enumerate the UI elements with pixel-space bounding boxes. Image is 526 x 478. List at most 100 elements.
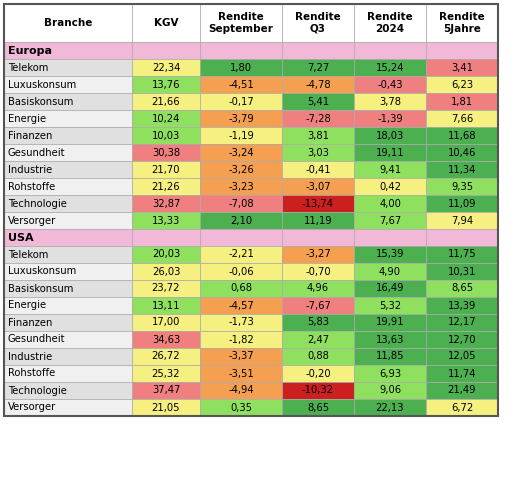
Bar [354,178,426,195]
Text: 7,67: 7,67 [379,216,401,226]
Bar [200,161,282,178]
Bar [4,314,132,331]
Bar [354,263,426,280]
Bar [282,93,354,110]
Text: -0,43: -0,43 [377,79,403,89]
Bar [4,297,132,314]
Bar [4,42,132,59]
Bar [4,229,132,246]
Bar [4,212,132,229]
Text: 3,81: 3,81 [307,130,329,141]
Text: -1,19: -1,19 [228,130,254,141]
Text: Industrie: Industrie [8,164,52,174]
Bar [354,161,426,178]
Bar [426,263,498,280]
Bar [200,93,282,110]
Bar [132,331,200,348]
Text: -7,67: -7,67 [305,301,331,311]
Text: Rohstoffe: Rohstoffe [8,182,55,192]
Text: 10,31: 10,31 [448,267,476,276]
Bar [354,348,426,365]
Text: -3,23: -3,23 [228,182,254,192]
Text: 3,41: 3,41 [451,63,473,73]
Bar [200,297,282,314]
Bar [132,161,200,178]
Bar [282,348,354,365]
Text: 13,63: 13,63 [376,335,404,345]
Bar [426,399,498,416]
Bar [132,93,200,110]
Bar [426,229,498,246]
Text: -3,07: -3,07 [305,182,331,192]
Bar [282,263,354,280]
Bar [426,331,498,348]
Bar [4,59,132,76]
Text: 11,19: 11,19 [304,216,332,226]
Bar [354,93,426,110]
Bar [132,280,200,297]
Bar [4,93,132,110]
Bar [200,59,282,76]
Text: 11,74: 11,74 [448,369,476,379]
Bar [4,382,132,399]
Bar [132,365,200,382]
Text: -4,51: -4,51 [228,79,254,89]
Text: 9,41: 9,41 [379,164,401,174]
Bar [132,42,200,59]
Text: Technologie: Technologie [8,385,67,395]
Bar [200,178,282,195]
Text: -4,57: -4,57 [228,301,254,311]
Bar [354,399,426,416]
Bar [282,127,354,144]
Text: 8,65: 8,65 [451,283,473,293]
Bar [132,110,200,127]
Bar [4,161,132,178]
Text: -3,51: -3,51 [228,369,254,379]
Text: Rendite
Q3: Rendite Q3 [295,12,341,34]
Bar [200,280,282,297]
Text: 21,49: 21,49 [448,385,476,395]
Text: 18,03: 18,03 [376,130,404,141]
Text: 10,24: 10,24 [152,113,180,123]
Bar [4,4,498,416]
Bar [4,263,132,280]
Text: Versorger: Versorger [8,216,56,226]
Text: Telekom: Telekom [8,63,48,73]
Bar [282,4,354,42]
Text: -0,70: -0,70 [305,267,331,276]
Text: Versorger: Versorger [8,402,56,413]
Bar [354,246,426,263]
Bar [200,365,282,382]
Bar [426,280,498,297]
Text: Industrie: Industrie [8,351,52,361]
Text: 13,11: 13,11 [151,301,180,311]
Text: -0,06: -0,06 [228,267,254,276]
Text: -1,73: -1,73 [228,317,254,327]
Bar [282,246,354,263]
Bar [282,76,354,93]
Bar [282,331,354,348]
Text: 12,70: 12,70 [448,335,476,345]
Text: 7,94: 7,94 [451,216,473,226]
Text: Rendite
2024: Rendite 2024 [367,12,413,34]
Text: Finanzen: Finanzen [8,130,53,141]
Text: 3,78: 3,78 [379,97,401,107]
Text: -3,26: -3,26 [228,164,254,174]
Text: -3,37: -3,37 [228,351,254,361]
Bar [282,195,354,212]
Text: 37,47: 37,47 [152,385,180,395]
Text: Rendite
September: Rendite September [209,12,274,34]
Text: 7,66: 7,66 [451,113,473,123]
Text: -3,24: -3,24 [228,148,254,157]
Bar [426,161,498,178]
Bar [282,399,354,416]
Text: 12,05: 12,05 [448,351,476,361]
Bar [282,382,354,399]
Bar [4,144,132,161]
Bar [4,331,132,348]
Text: 13,33: 13,33 [152,216,180,226]
Bar [132,314,200,331]
Bar [132,382,200,399]
Bar [354,4,426,42]
Bar [426,348,498,365]
